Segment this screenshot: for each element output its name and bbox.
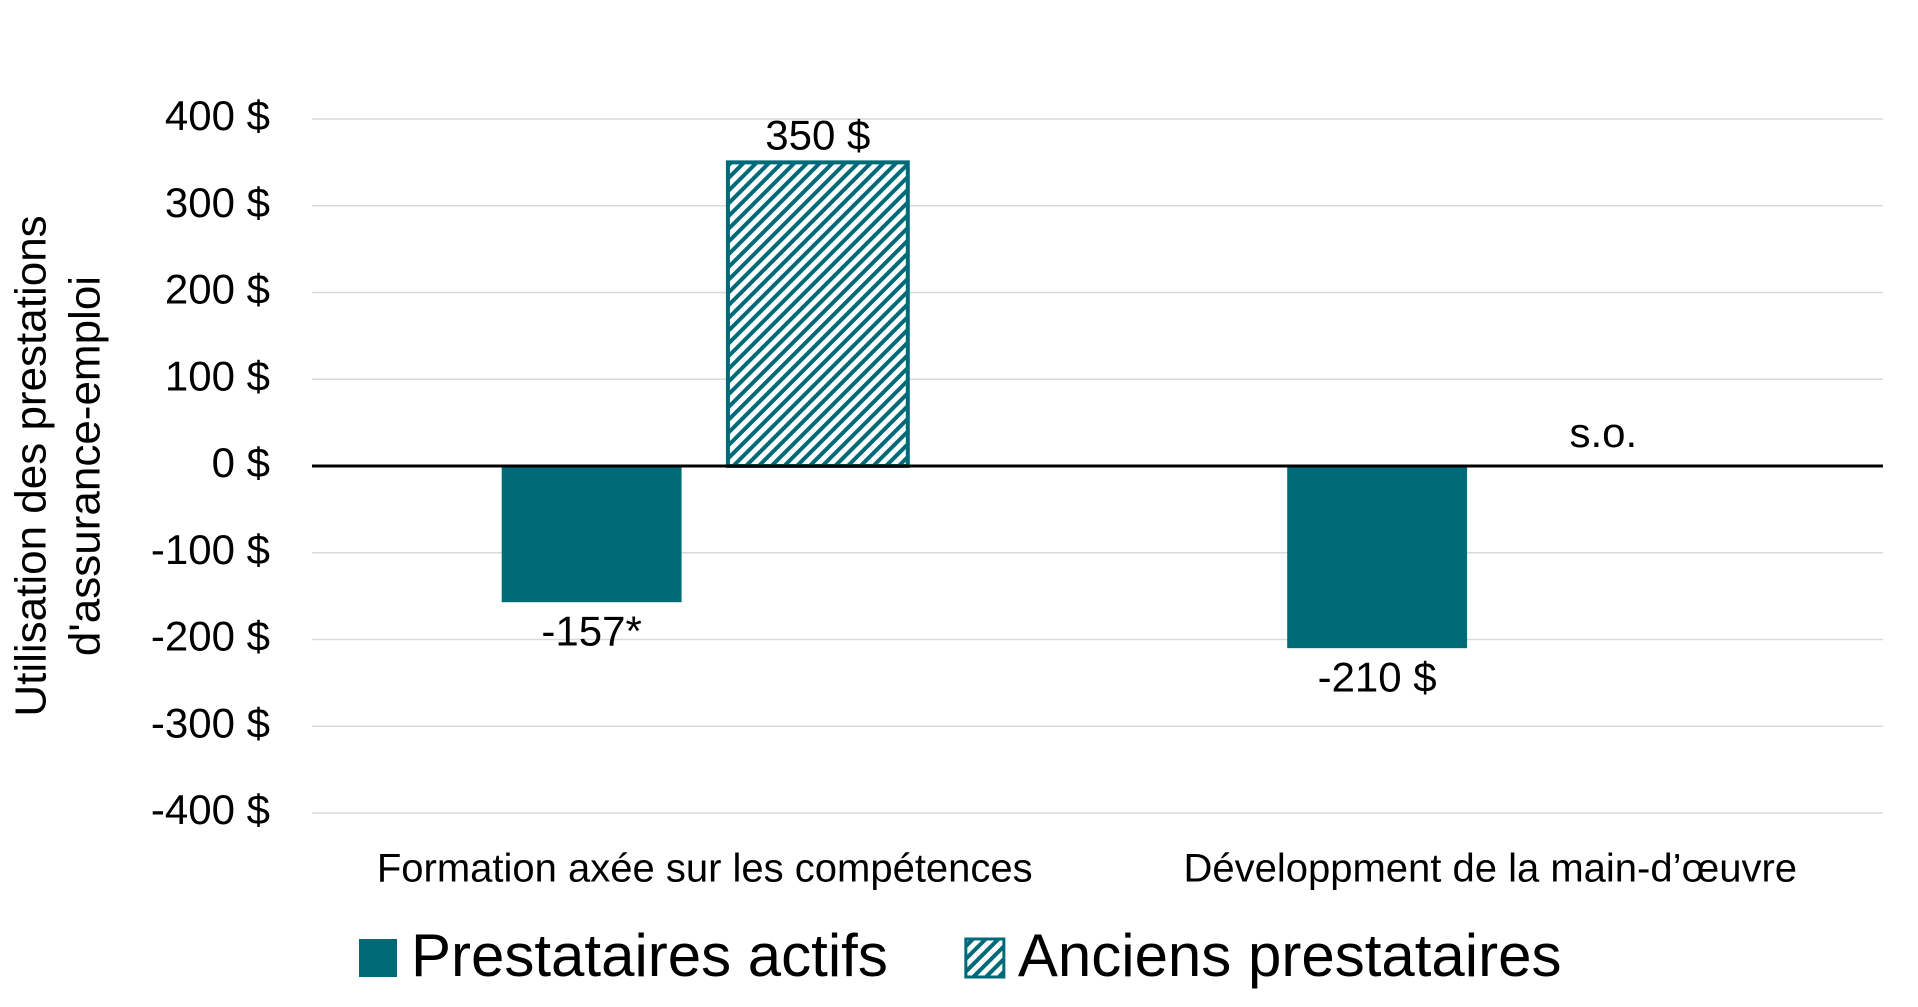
bar [725,160,910,468]
bar [501,466,682,603]
x-tick-label: Développment de la main-d’œuvre [1183,847,1797,891]
legend-label: Anciens prestataires [1018,922,1562,989]
y-axis-title-line: Utilisation des prestations [7,215,56,716]
y-axis-title: Utilisation des prestations d'assurance-… [7,215,110,716]
y-tick-label: 0 $ [212,439,270,486]
y-tick-label: 100 $ [165,352,270,399]
y-tick-label: -400 $ [151,786,270,833]
y-tick-label: 300 $ [165,179,270,226]
legend-swatch [964,937,1006,979]
value-label: -157* [541,607,641,654]
legend-swatch [359,939,397,977]
y-axis-title-line: d'assurance-emploi [61,276,110,656]
bar [1287,466,1468,649]
legend-label: Prestataires actifs [411,922,888,989]
y-tick-label: 400 $ [165,92,270,139]
value-label: -210 $ [1318,653,1437,700]
x-tick-label: Formation axée sur les compétences [377,847,1033,891]
value-label: s.o. [1570,409,1638,456]
value-label: 350 $ [765,111,870,158]
y-tick-label: -100 $ [151,526,270,573]
y-tick-label: -200 $ [151,613,270,660]
y-tick-label: 200 $ [165,266,270,313]
y-tick-label: -300 $ [151,699,270,746]
